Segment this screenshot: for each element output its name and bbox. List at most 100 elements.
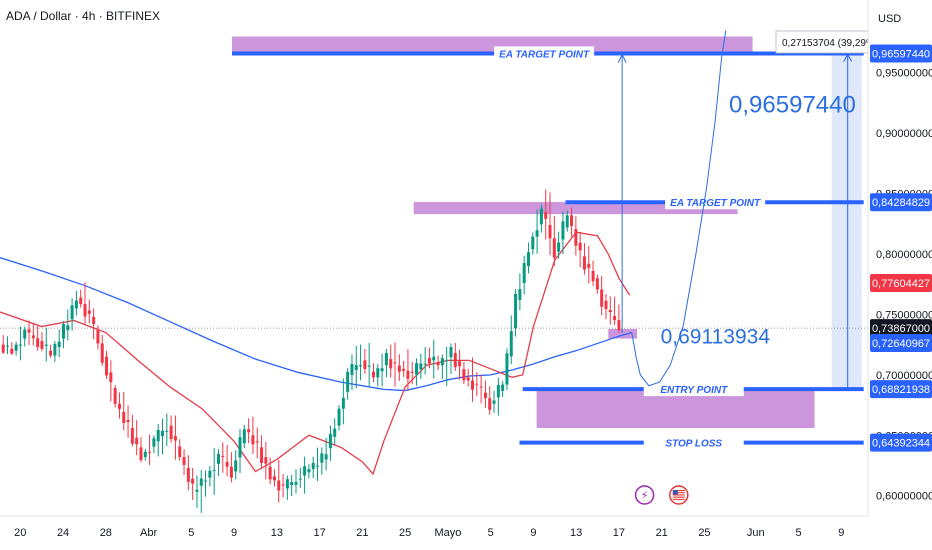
- candle: [324, 437, 328, 471]
- flag-stripe: [672, 490, 685, 492]
- badge-bg: [870, 433, 932, 452]
- candle: [423, 347, 427, 375]
- candle: [419, 353, 423, 379]
- badge-text: 0,64392344: [872, 438, 930, 450]
- candle: [40, 331, 44, 352]
- level-label: ENTRY POINT: [660, 385, 728, 396]
- level-label-bg: [494, 46, 595, 61]
- candle-body: [432, 356, 436, 361]
- candle: [328, 425, 332, 461]
- badge-text: 0,72640967: [872, 338, 930, 350]
- candle: [410, 361, 414, 384]
- lightning-circle: [634, 485, 655, 505]
- lightning-glyph: ⚡: [641, 489, 649, 502]
- candle-body: [613, 316, 617, 321]
- candle: [199, 470, 203, 513]
- candle: [320, 447, 324, 475]
- candle: [600, 276, 604, 316]
- candle-body: [363, 360, 367, 370]
- candle-body: [195, 489, 199, 492]
- y-tick-label: 0,75000000: [876, 309, 932, 321]
- candle: [264, 441, 268, 480]
- candle-body: [604, 300, 608, 309]
- candle: [204, 470, 208, 497]
- ema-fast-line: [0, 231, 631, 476]
- candle: [251, 416, 255, 455]
- candle: [475, 372, 479, 397]
- candle-body: [173, 436, 177, 441]
- candle-body: [27, 329, 31, 333]
- x-tick-label: 21: [356, 527, 368, 539]
- candle-body: [161, 430, 165, 437]
- candle-body: [333, 428, 337, 437]
- candle-body: [79, 297, 83, 304]
- flag-stripe: [672, 498, 685, 500]
- candle: [113, 385, 117, 408]
- candle: [23, 326, 27, 347]
- candle-body: [122, 411, 126, 423]
- price-badge: 0,77604427: [870, 273, 932, 292]
- candle: [178, 439, 182, 461]
- candle: [53, 341, 57, 363]
- candle-body: [397, 365, 401, 372]
- candle: [57, 329, 61, 358]
- candle: [617, 304, 621, 333]
- badge-bg: [870, 333, 932, 352]
- candle: [574, 216, 578, 256]
- candle: [522, 255, 526, 295]
- candle: [587, 246, 591, 284]
- candle-body: [57, 341, 61, 348]
- candle-body: [294, 482, 298, 485]
- candle-body: [44, 344, 48, 346]
- price-badge: 0,96597440: [870, 44, 932, 63]
- candle-body: [539, 208, 543, 225]
- candle: [18, 326, 22, 361]
- candle-body: [406, 370, 410, 379]
- candle-body: [238, 437, 242, 458]
- candle: [66, 309, 70, 341]
- candle-body: [341, 397, 345, 409]
- candle: [195, 475, 199, 508]
- candle: [221, 442, 225, 473]
- candle-body: [216, 454, 220, 464]
- flag-stripe: [672, 494, 685, 496]
- x-tick-label: 9: [530, 527, 536, 539]
- annotation-value: 0,96597440: [729, 92, 856, 119]
- candle-body: [535, 230, 539, 237]
- candle-body: [156, 430, 160, 442]
- candle: [96, 325, 100, 350]
- candle-body: [165, 430, 169, 432]
- candle-body: [66, 325, 70, 331]
- candle: [169, 415, 173, 443]
- currency-label[interactable]: USD: [878, 13, 902, 25]
- candle-body: [320, 453, 324, 463]
- candle-body: [617, 320, 621, 331]
- candle-body: [595, 278, 599, 290]
- candle: [397, 354, 401, 381]
- candle-body: [277, 480, 281, 491]
- candle-body: [591, 270, 595, 282]
- candle: [354, 345, 358, 389]
- candle: [303, 456, 307, 494]
- flag-stripe: [672, 496, 685, 498]
- candle-body: [212, 469, 216, 471]
- lightning-icon: ⚡: [634, 485, 655, 505]
- candle-body: [61, 324, 65, 339]
- candle: [92, 308, 96, 340]
- x-tick-label: 5: [188, 527, 194, 539]
- badge-bg: [870, 273, 932, 292]
- candle: [488, 386, 492, 415]
- candle: [570, 207, 574, 237]
- flag-stripe: [672, 492, 685, 494]
- x-tick-label: 25: [399, 527, 411, 539]
- candle-body: [255, 441, 259, 443]
- candle: [561, 211, 565, 255]
- candle-body: [488, 398, 492, 410]
- price-badge: 0,84284829: [870, 193, 932, 212]
- level-0: EA TARGET POINT: [231, 46, 864, 61]
- candle: [604, 294, 608, 320]
- candle: [311, 456, 315, 479]
- us-flag-icon: [669, 485, 689, 505]
